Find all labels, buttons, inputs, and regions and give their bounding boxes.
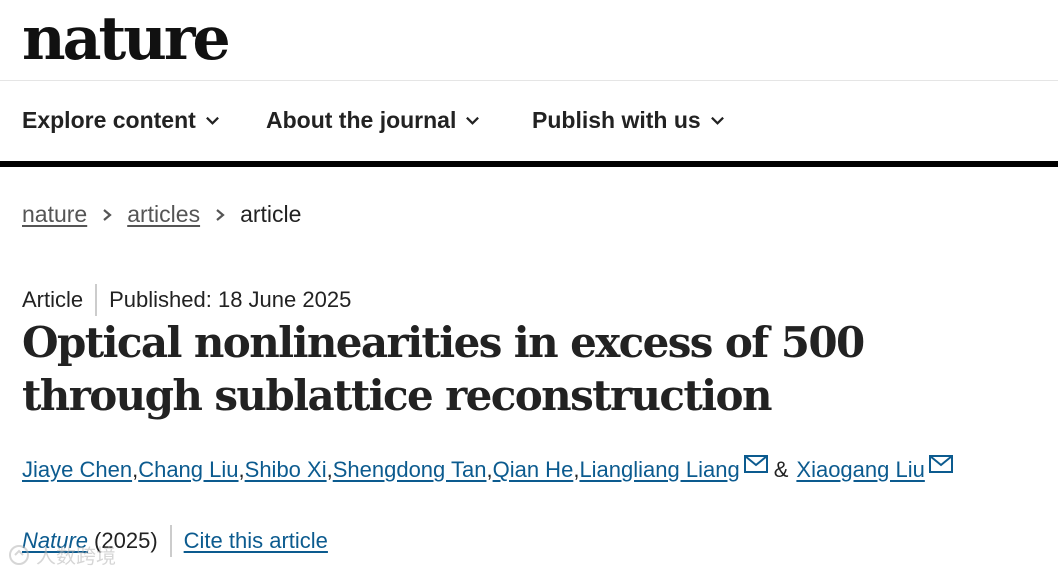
author-link[interactable]: Chang Liu [138,457,239,482]
chevron-down-icon [205,116,219,125]
chevron-down-icon [466,116,480,125]
meta-divider [95,284,98,316]
author-list: Jiaye Chen, Chang Liu, Shibo Xi, Shengdo… [22,455,953,483]
cite-divider [169,525,172,557]
nav-item-label: About the journal [266,107,457,133]
author-separator: , [573,457,580,482]
author-separator: , [486,457,493,482]
mail-icon[interactable] [928,455,953,473]
author-link[interactable]: Xiaogang Liu [796,457,925,482]
article-meta: Article Published: 18 June 2025 [22,284,351,316]
article-title: Optical nonlinearities in excess of 500 … [22,318,865,420]
author-link[interactable]: Shengdong Tan [332,457,487,482]
watermark-logo-icon [9,544,29,565]
author-separator: , [238,457,245,482]
watermark: 人数跨境 [8,540,116,569]
author-link[interactable]: Liangliang Liang [579,457,740,482]
author-separator: , [326,457,333,482]
breadcrumb-nature[interactable]: nature [22,201,88,227]
watermark-text: 人数跨境 [36,546,116,568]
author-separator: , [132,457,139,482]
published-date: Published: 18 June 2025 [109,287,352,312]
nav-publish-with-us[interactable]: Publish with us [532,107,725,134]
author-link[interactable]: Qian He [492,457,574,482]
nav-about-the-journal[interactable]: About the journal [266,107,480,134]
chevron-down-icon [710,116,724,125]
mail-icon[interactable] [743,455,768,473]
author-link[interactable]: Jiaye Chen [22,457,133,482]
breadcrumb-articles[interactable]: articles [127,201,201,227]
masthead: nature [0,0,1058,81]
main-nav: Explore content About the journal Publis… [0,81,1058,167]
journal-link[interactable]: Nature [22,528,89,553]
chevron-right-icon [103,208,112,221]
nav-item-label: Explore content [22,107,196,133]
nav-explore-content[interactable]: Explore content [22,107,220,134]
publication-year: (2025) [94,528,158,553]
author-ampersand: & [773,457,789,482]
breadcrumb: nature articles article [22,201,301,228]
nav-item-label: Publish with us [532,107,701,133]
article-type: Article [22,287,84,312]
cite-this-article-link[interactable]: Cite this article [183,528,328,553]
author-link[interactable]: Shibo Xi [244,457,327,482]
breadcrumb-article: article [240,201,302,227]
citation-line: Nature (2025) Cite this article [22,525,328,557]
chevron-right-icon [216,208,225,221]
nature-logo[interactable]: nature [22,4,231,74]
